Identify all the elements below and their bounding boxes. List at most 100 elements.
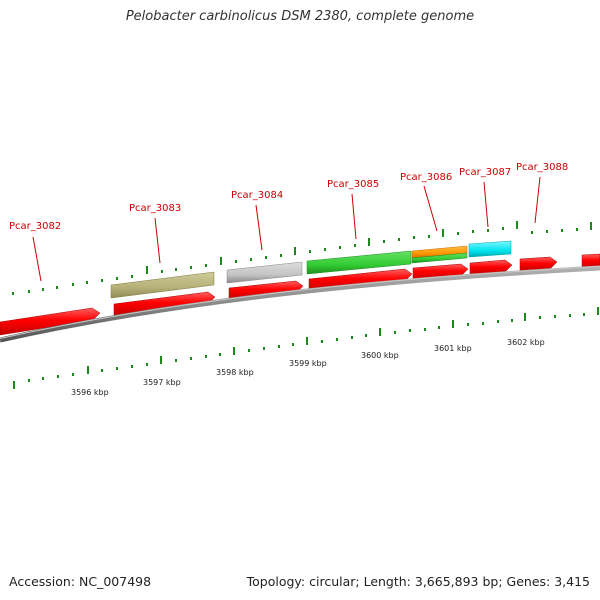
outer-minor-tick bbox=[576, 228, 578, 231]
gene-label: Pcar_3084 bbox=[231, 190, 283, 201]
inner-minor-tick bbox=[321, 340, 323, 343]
feature-bar-pcar-3084[interactable] bbox=[226, 261, 303, 284]
outer-minor-tick bbox=[428, 235, 430, 238]
outer-minor-tick bbox=[72, 283, 74, 286]
feature-bar-pcar-3083[interactable] bbox=[110, 271, 215, 299]
inner-minor-tick bbox=[583, 313, 585, 316]
gene-label: Pcar_3082 bbox=[9, 221, 61, 232]
backbone-highlight bbox=[0, 266, 600, 339]
outer-minor-tick bbox=[280, 254, 282, 257]
outer-minor-tick bbox=[235, 260, 237, 263]
cds-arrow-pcar-3088[interactable] bbox=[519, 256, 558, 272]
inner-minor-tick bbox=[539, 316, 541, 319]
inner-minor-tick bbox=[190, 357, 192, 360]
outer-minor-tick bbox=[398, 238, 400, 241]
outer-minor-tick bbox=[86, 281, 88, 284]
feature-bar-pcar-3087[interactable] bbox=[468, 240, 512, 258]
cds-arrow-partial[interactable] bbox=[581, 253, 600, 269]
gene-label: Pcar_3087 bbox=[459, 167, 511, 178]
inner-minor-tick bbox=[72, 373, 74, 376]
callout-line bbox=[32, 236, 42, 282]
inner-major-tick bbox=[160, 356, 162, 364]
genome-summary: Topology: circular; Length: 3,665,893 bp… bbox=[246, 574, 590, 589]
outer-minor-tick bbox=[487, 229, 489, 232]
cds-arrow-pcar-3083[interactable] bbox=[113, 291, 216, 317]
outer-minor-tick bbox=[472, 230, 474, 233]
callout-line bbox=[483, 181, 489, 228]
outer-minor-tick bbox=[205, 264, 207, 267]
cds-track bbox=[0, 253, 600, 336]
inner-minor-tick bbox=[205, 355, 207, 358]
ruler-label: 3597 kbp bbox=[143, 378, 181, 387]
outer-minor-tick bbox=[309, 250, 311, 253]
inner-minor-tick bbox=[409, 329, 411, 332]
inner-tick-ring bbox=[13, 307, 599, 389]
outer-major-tick bbox=[368, 238, 370, 246]
inner-major-tick bbox=[524, 313, 526, 321]
inner-major-tick bbox=[233, 347, 235, 355]
callout-line bbox=[255, 204, 263, 251]
callout-line bbox=[351, 193, 357, 240]
outer-minor-tick bbox=[502, 227, 504, 230]
outer-minor-tick bbox=[42, 288, 44, 291]
callout-lines bbox=[32, 176, 541, 282]
outer-minor-tick bbox=[383, 240, 385, 243]
outer-minor-tick bbox=[354, 244, 356, 247]
outer-minor-tick bbox=[250, 258, 252, 261]
inner-minor-tick bbox=[497, 320, 499, 323]
inner-minor-tick bbox=[42, 377, 44, 380]
gene-labels: Pcar_3082 Pcar_3083 Pcar_3084 Pcar_3085 … bbox=[9, 162, 568, 232]
inner-minor-tick bbox=[292, 343, 294, 346]
outer-minor-tick bbox=[339, 246, 341, 249]
inner-minor-tick bbox=[278, 345, 280, 348]
ruler-label: 3598 kbp bbox=[216, 368, 254, 377]
inner-minor-tick bbox=[146, 363, 148, 366]
inner-minor-tick bbox=[394, 331, 396, 334]
cds-arrow-pcar-3082[interactable] bbox=[0, 307, 101, 336]
ruler-label: 3602 kbp bbox=[507, 338, 545, 347]
outer-minor-tick bbox=[190, 266, 192, 269]
accession-label: Accession: NC_007498 bbox=[9, 574, 152, 589]
feature-bar-pcar-3086-green[interactable] bbox=[411, 252, 468, 264]
outer-minor-tick bbox=[116, 277, 118, 280]
gene-label: Pcar_3088 bbox=[516, 162, 568, 173]
inner-minor-tick bbox=[131, 365, 133, 368]
cds-arrow-pcar-3087[interactable] bbox=[469, 259, 513, 276]
ruler-label: 3601 kbp bbox=[434, 344, 472, 353]
outer-minor-tick bbox=[12, 292, 14, 295]
inner-minor-tick bbox=[438, 326, 440, 329]
feature-track bbox=[110, 240, 512, 299]
outer-minor-tick bbox=[546, 230, 548, 233]
inner-minor-tick bbox=[467, 323, 469, 326]
outer-major-tick bbox=[146, 266, 148, 274]
inner-minor-tick bbox=[116, 367, 118, 370]
cds-arrow-pcar-3086[interactable] bbox=[412, 263, 469, 281]
outer-minor-tick bbox=[161, 270, 163, 273]
outer-minor-tick bbox=[457, 232, 459, 235]
inner-major-tick bbox=[597, 307, 599, 315]
outer-minor-tick bbox=[131, 275, 133, 278]
inner-major-tick bbox=[87, 366, 89, 374]
inner-minor-tick bbox=[482, 322, 484, 325]
inner-major-tick bbox=[452, 320, 454, 328]
inner-major-tick bbox=[379, 328, 381, 336]
outer-major-tick bbox=[220, 257, 222, 265]
inner-minor-tick bbox=[351, 336, 353, 339]
outer-major-tick bbox=[590, 222, 592, 230]
gene-label: Pcar_3086 bbox=[400, 172, 452, 183]
outer-tick-ring bbox=[12, 221, 592, 295]
inner-minor-tick bbox=[219, 353, 221, 356]
ruler-labels: 3596 kbp 3597 kbp 3598 kbp 3599 kbp 3600… bbox=[71, 338, 545, 397]
outer-minor-tick bbox=[324, 248, 326, 251]
inner-minor-tick bbox=[101, 369, 103, 372]
callout-line bbox=[534, 176, 541, 224]
map-title: Pelobacter carbinolicus DSM 2380, comple… bbox=[125, 9, 475, 24]
outer-minor-tick bbox=[101, 279, 103, 282]
outer-major-tick bbox=[516, 221, 518, 229]
feature-bar-pcar-3085[interactable] bbox=[306, 250, 412, 275]
inner-minor-tick bbox=[424, 328, 426, 331]
inner-minor-tick bbox=[336, 338, 338, 341]
ruler-label: 3600 kbp bbox=[361, 351, 399, 360]
outer-minor-tick bbox=[175, 268, 177, 271]
